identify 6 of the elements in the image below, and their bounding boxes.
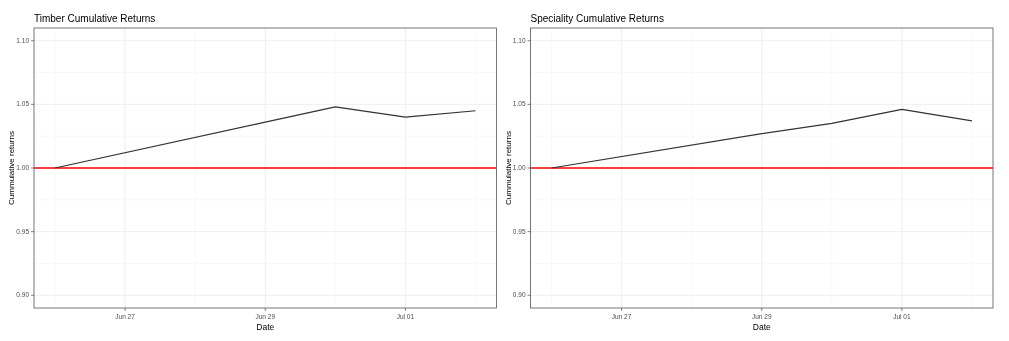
y-axis-title: Cummulative returns	[503, 131, 513, 205]
chart-title: Speciality Cumulative Returns	[530, 13, 664, 24]
x-axis-title: Date	[256, 322, 275, 332]
y-axis-title: Cummulative returns	[7, 131, 16, 205]
chart-title: Timber Cumulative Returns	[34, 13, 156, 24]
x-axis-title: Date	[752, 322, 771, 332]
